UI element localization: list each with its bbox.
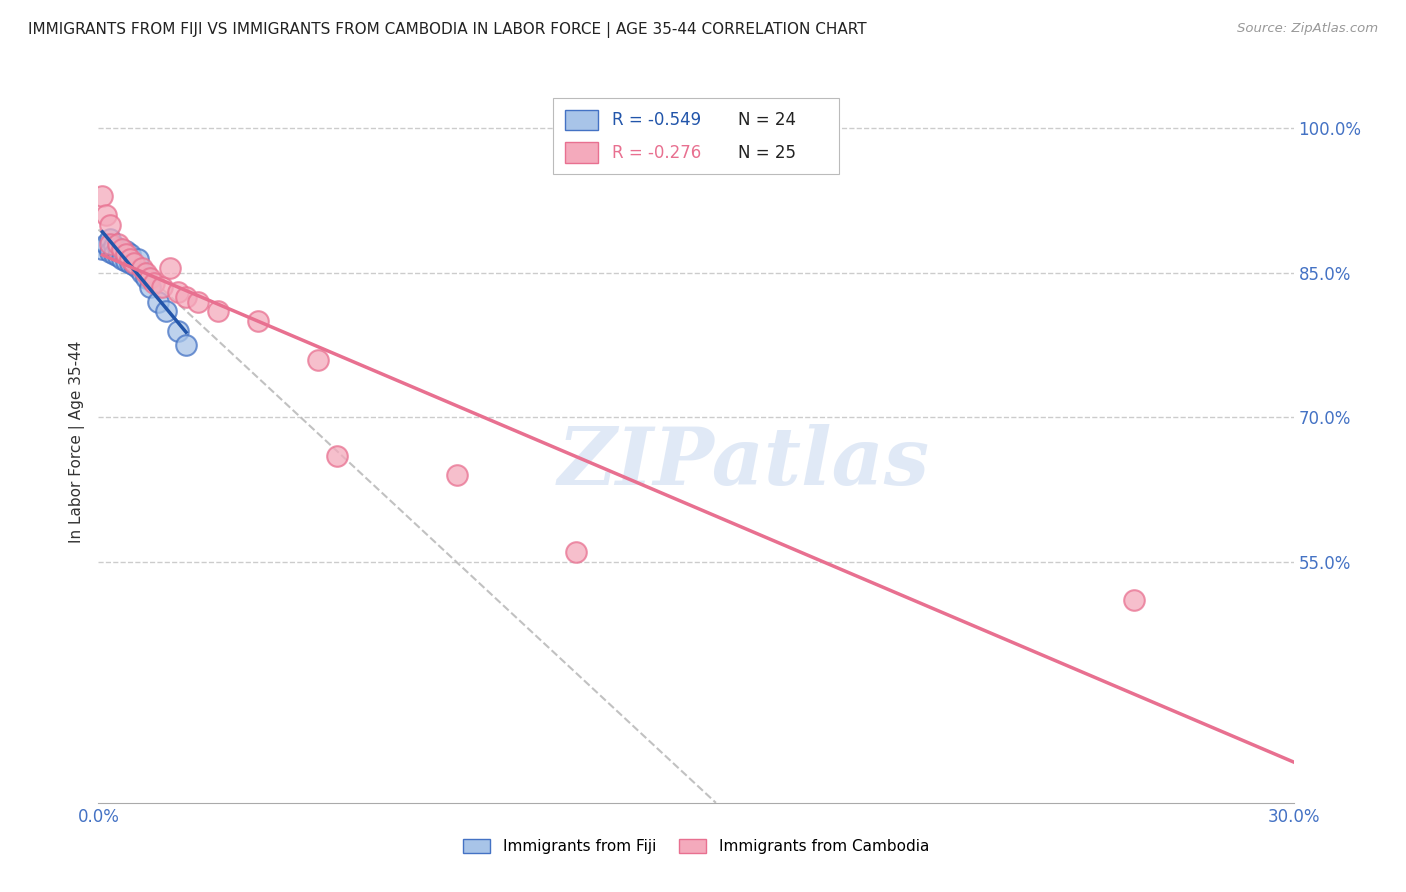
Point <box>120 246 142 260</box>
Text: Source: ZipAtlas.com: Source: ZipAtlas.com <box>1237 22 1378 36</box>
Point <box>159 261 181 276</box>
Point <box>96 237 118 252</box>
Point <box>111 242 134 256</box>
Point <box>135 266 157 280</box>
Point <box>98 232 122 246</box>
Point <box>98 237 122 252</box>
Point <box>103 246 125 260</box>
Point <box>120 252 142 266</box>
FancyBboxPatch shape <box>553 98 839 174</box>
Text: ZIPatlas: ZIPatlas <box>558 425 929 502</box>
Point <box>207 304 229 318</box>
Point <box>115 244 138 258</box>
Point <box>111 243 134 257</box>
Point <box>174 338 197 352</box>
Text: N = 24: N = 24 <box>738 111 796 129</box>
Point <box>120 256 142 270</box>
Point <box>98 218 122 232</box>
Point <box>167 324 190 338</box>
Point <box>107 241 129 255</box>
Point <box>131 261 153 276</box>
Point <box>187 294 209 309</box>
Point <box>103 239 125 253</box>
Point <box>115 254 138 268</box>
Point <box>107 249 129 263</box>
Point <box>139 270 162 285</box>
Point <box>174 290 197 304</box>
Text: R = -0.549: R = -0.549 <box>613 111 702 129</box>
Point <box>150 280 173 294</box>
Point <box>446 468 468 483</box>
Point <box>124 258 146 272</box>
Point <box>131 266 153 280</box>
Point <box>96 208 118 222</box>
Legend: Immigrants from Fiji, Immigrants from Cambodia: Immigrants from Fiji, Immigrants from Ca… <box>457 833 935 860</box>
Point <box>124 256 146 270</box>
Point <box>98 244 122 259</box>
Point <box>135 270 157 285</box>
Text: IMMIGRANTS FROM FIJI VS IMMIGRANTS FROM CAMBODIA IN LABOR FORCE | AGE 35-44 CORR: IMMIGRANTS FROM FIJI VS IMMIGRANTS FROM … <box>28 22 866 38</box>
Point <box>91 242 114 256</box>
Point <box>91 189 114 203</box>
Point <box>307 352 329 367</box>
Point <box>246 314 269 328</box>
Text: R = -0.276: R = -0.276 <box>613 144 702 161</box>
Y-axis label: In Labor Force | Age 35-44: In Labor Force | Age 35-44 <box>69 341 84 542</box>
Point <box>139 280 162 294</box>
Point <box>565 545 588 559</box>
Point <box>127 261 149 276</box>
Point <box>148 294 170 309</box>
Point <box>107 237 129 252</box>
Point <box>167 285 190 300</box>
Point <box>1123 593 1146 607</box>
FancyBboxPatch shape <box>565 143 598 162</box>
Point <box>115 246 138 260</box>
FancyBboxPatch shape <box>565 110 598 130</box>
Point <box>111 252 134 266</box>
Text: N = 25: N = 25 <box>738 144 796 161</box>
Point <box>127 252 149 266</box>
Point <box>155 304 177 318</box>
Point <box>143 276 166 290</box>
Point <box>326 449 349 463</box>
